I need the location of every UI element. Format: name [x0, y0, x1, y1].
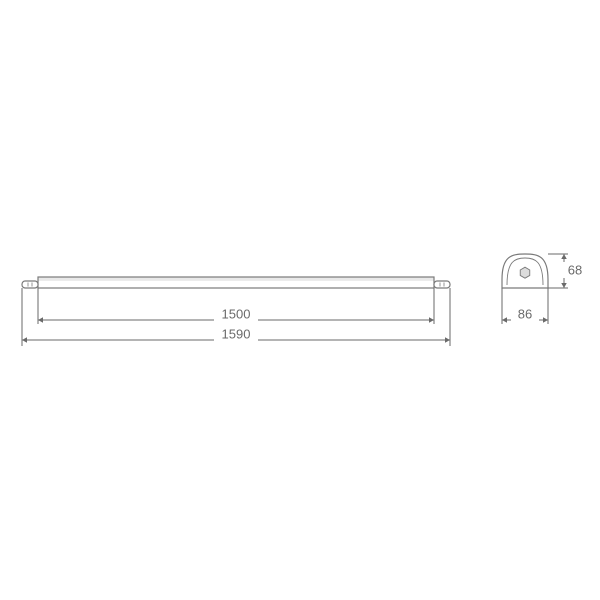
dim-label-1500: 1500	[222, 306, 251, 321]
cross-section	[502, 254, 548, 288]
screw-icon	[520, 267, 530, 278]
dim-label-86: 86	[518, 306, 532, 321]
dim-label-68: 68	[568, 262, 582, 277]
diagram-stage: 1500 1590 86 68	[0, 0, 600, 600]
front-elevation	[22, 277, 450, 288]
diagram-svg: 1500 1590 86 68	[0, 0, 600, 600]
dim-label-1590: 1590	[222, 326, 251, 341]
front-dimensions: 1500 1590	[22, 288, 450, 346]
